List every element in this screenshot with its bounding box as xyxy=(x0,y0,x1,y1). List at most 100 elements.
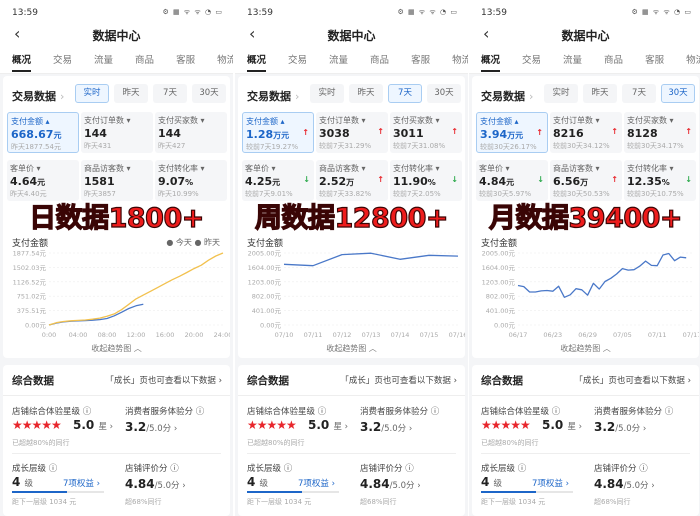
star-rating-value[interactable]: 5.0 星 › xyxy=(542,418,582,432)
y-tick-label: 401.00元 xyxy=(486,307,516,315)
section-title[interactable]: 交易数据 › xyxy=(481,88,533,104)
star-value: 5.0 xyxy=(542,418,564,432)
time-button-3[interactable]: 30天 xyxy=(661,84,695,103)
x-tick-label: 06/29 xyxy=(578,331,597,339)
status-time: 13:59 xyxy=(12,8,38,18)
metric-card[interactable]: 客单价 ▾ 4.25元 较前7天9.01% ↓ xyxy=(242,160,314,201)
collapse-chart-button[interactable]: 收起趋势图 ︿ xyxy=(560,344,611,353)
summary-title: 综合数据 xyxy=(481,375,523,387)
service-score-value[interactable]: 3.2/5.0分 › xyxy=(125,420,177,434)
tab-1[interactable]: 交易 xyxy=(53,55,73,66)
benefits-link[interactable]: 7项权益 › xyxy=(532,479,570,489)
metric-label: 支付订单数 ▾ xyxy=(319,116,366,125)
metric-compare: 较前7天31.08% xyxy=(393,142,446,150)
metric-card[interactable]: 支付转化率 ▾ 9.07% 昨天10.99% xyxy=(155,160,227,201)
tab-1[interactable]: 交易 xyxy=(288,55,308,66)
tab-2[interactable]: 流量 xyxy=(329,55,349,66)
benefits-link[interactable]: 7项权益 › xyxy=(298,479,336,489)
review-score-label: 店铺评价分 ⓘ xyxy=(360,464,414,474)
y-tick-label: 2005.00元 xyxy=(482,250,516,258)
metric-card[interactable]: 商品访客数 ▾ 2.52万 较前7天33.82% ↑ xyxy=(316,160,388,201)
service-score-label: 消费者服务体验分 ⓘ xyxy=(594,407,674,417)
review-score-value[interactable]: 4.84/5.0分 › xyxy=(125,477,186,491)
benefits-link[interactable]: 7项权益 › xyxy=(63,479,101,489)
metric-card[interactable]: 支付买家数 ▾ 8128 较前30天34.17% ↑ xyxy=(624,112,696,153)
chevron-right-icon: › xyxy=(529,90,534,103)
star-unit: 星 › xyxy=(98,422,114,432)
tab-0[interactable]: 概况 xyxy=(12,48,32,73)
tab-0[interactable]: 概况 xyxy=(481,48,501,73)
metric-card[interactable]: 客单价 ▾ 4.64元 昨天4.40元 xyxy=(7,160,79,201)
time-button-0[interactable]: 实时 xyxy=(75,84,109,103)
divider xyxy=(481,453,690,454)
review-score-value[interactable]: 4.84/5.0分 › xyxy=(594,477,655,491)
time-button-3[interactable]: 30天 xyxy=(192,84,226,103)
metric-card[interactable]: 商品访客数 ▾ 1581 昨天3857 xyxy=(81,160,153,201)
review-unit: /5.0分 › xyxy=(389,481,421,491)
growth-page-link[interactable]: 「成长」页也可查看以下数据 › xyxy=(574,376,691,386)
time-button-2[interactable]: 7天 xyxy=(388,84,422,103)
growth-page-link[interactable]: 「成长」页也可查看以下数据 › xyxy=(340,376,457,386)
tab-4[interactable]: 客服 xyxy=(411,55,431,66)
tab-5[interactable]: 物流 xyxy=(452,55,468,66)
metric-card[interactable]: 支付订单数 ▾ 8216 较前30天34.12% ↑ xyxy=(550,112,622,153)
trade-data-section: 交易数据 › 实时 昨天 7天 30天 支付金额 ▴ 1.28万元 较前7天19.27% ↑… xyxy=(238,76,465,358)
growth-page-link[interactable]: 「成长」页也可查看以下数据 › xyxy=(105,376,222,386)
time-button-2[interactable]: 7天 xyxy=(622,84,656,103)
metric-compare: 较前30天50.53% xyxy=(553,190,610,198)
tab-1[interactable]: 交易 xyxy=(522,55,542,66)
tab-3[interactable]: 商品 xyxy=(370,55,390,66)
tab-4[interactable]: 客服 xyxy=(176,55,196,66)
metric-card[interactable]: 支付金额 ▴ 3.94万元 较前30天26.17% ↑ xyxy=(476,112,548,153)
time-button-0[interactable]: 实时 xyxy=(544,84,578,103)
metric-card[interactable]: 支付买家数 ▾ 144 昨天427 xyxy=(155,112,227,153)
metric-card[interactable]: 支付订单数 ▾ 3038 较前7天31.29% ↑ xyxy=(316,112,388,153)
time-button-1[interactable]: 昨天 xyxy=(349,84,383,103)
metric-card[interactable]: 支付转化率 ▾ 11.90% 较前7天2.05% ↓ xyxy=(390,160,462,201)
tab-3[interactable]: 商品 xyxy=(135,55,155,66)
time-button-0[interactable]: 实时 xyxy=(310,84,344,103)
x-tick-label: 20:00 xyxy=(185,331,204,339)
tab-3[interactable]: 商品 xyxy=(604,55,624,66)
chevron-left-icon[interactable]: ‹ xyxy=(249,24,256,43)
metric-value: 144 xyxy=(158,127,224,140)
tab-5[interactable]: 物流 xyxy=(217,55,233,66)
service-score-value[interactable]: 3.2/5.0分 › xyxy=(594,420,646,434)
metric-card[interactable]: 支付订单数 ▾ 144 昨天431 xyxy=(81,112,153,153)
metric-card[interactable]: 支付买家数 ▾ 3011 较前7天31.08% ↑ xyxy=(390,112,462,153)
metric-card[interactable]: 支付金额 ▴ 668.67元 昨天1877.54元 xyxy=(7,112,79,153)
metric-unit: % xyxy=(185,178,194,187)
metric-card[interactable]: 商品访客数 ▾ 6.56万 较前30天50.53% ↑ xyxy=(550,160,622,201)
section-title[interactable]: 交易数据 › xyxy=(12,88,64,104)
y-tick-label: 375.51元 xyxy=(17,307,47,315)
time-button-2[interactable]: 7天 xyxy=(153,84,187,103)
tab-0[interactable]: 概况 xyxy=(247,48,267,73)
metric-compare: 较前7天19.27% xyxy=(246,143,299,151)
tab-2[interactable]: 流量 xyxy=(94,55,114,66)
chart-legend: ● 今天 ● 昨天 xyxy=(166,238,220,247)
x-tick-label: 07/10 xyxy=(275,331,294,339)
collapse-chart-button[interactable]: 收起趋势图 ︿ xyxy=(326,344,377,353)
time-button-1[interactable]: 昨天 xyxy=(114,84,148,103)
growth-progress-fill xyxy=(247,491,303,493)
service-score-label: 消费者服务体验分 ⓘ xyxy=(360,407,440,417)
tab-2[interactable]: 流量 xyxy=(563,55,583,66)
section-title[interactable]: 交易数据 › xyxy=(247,88,299,104)
metric-card[interactable]: 客单价 ▾ 4.84元 较前30天5.97% ↓ xyxy=(476,160,548,201)
metric-card[interactable]: 支付金额 ▴ 1.28万元 较前7天19.27% ↑ xyxy=(242,112,314,153)
star-rating-value[interactable]: 5.0 星 › xyxy=(308,418,348,432)
metric-card[interactable]: 支付转化率 ▾ 12.35% 较前30天10.75% ↓ xyxy=(624,160,696,201)
metric-number: 8128 xyxy=(627,127,658,140)
time-button-3[interactable]: 30天 xyxy=(427,84,461,103)
review-score-value[interactable]: 4.84/5.0分 › xyxy=(360,477,421,491)
time-button-1[interactable]: 昨天 xyxy=(583,84,617,103)
star-rating-value[interactable]: 5.0 星 › xyxy=(73,418,113,432)
chevron-left-icon[interactable]: ‹ xyxy=(483,24,490,43)
metric-compare: 较前30天34.17% xyxy=(627,142,684,150)
tab-4[interactable]: 客服 xyxy=(645,55,665,66)
chevron-left-icon[interactable]: ‹ xyxy=(14,24,21,43)
review-score-label: 店铺评价分 ⓘ xyxy=(125,464,179,474)
service-score-value[interactable]: 3.2/5.0分 › xyxy=(360,420,412,434)
collapse-chart-button[interactable]: 收起趋势图 ︿ xyxy=(91,344,142,353)
tab-5[interactable]: 物流 xyxy=(686,55,700,66)
